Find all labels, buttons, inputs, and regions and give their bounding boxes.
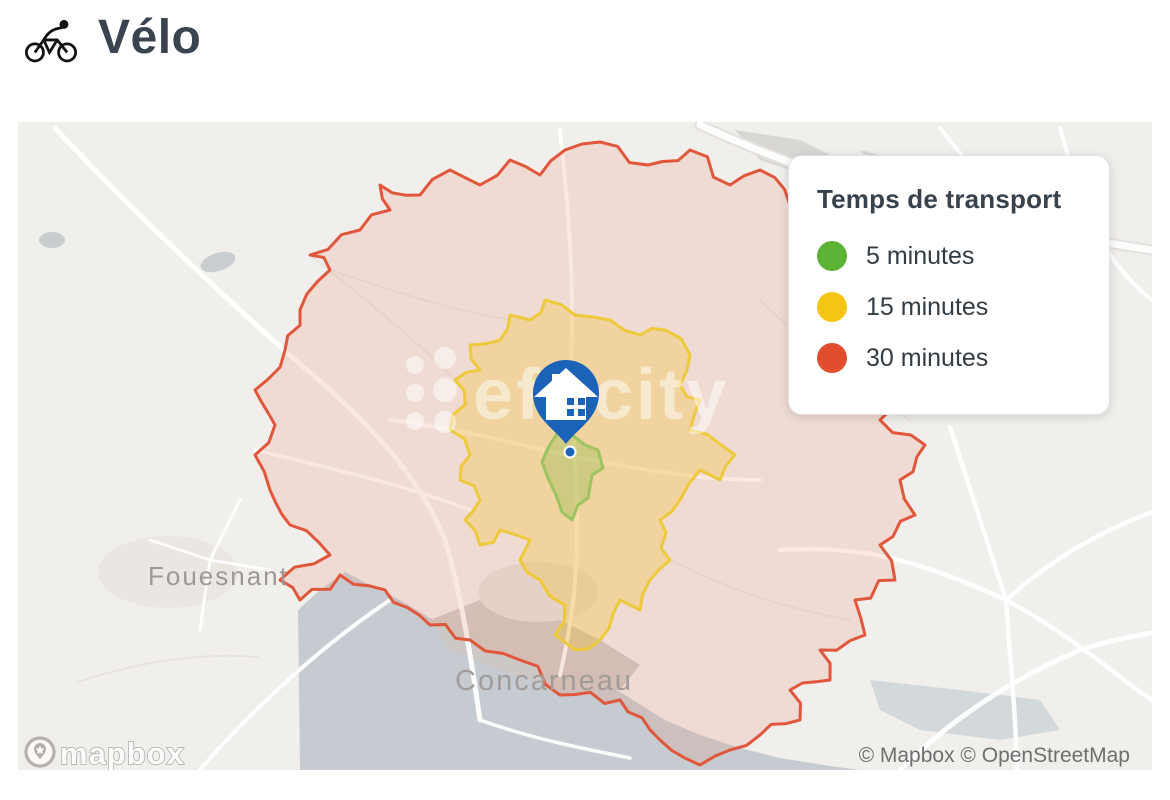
mapbox-logo[interactable]: mapbox	[24, 735, 185, 770]
legend-label-5min: 5 minutes	[866, 241, 975, 270]
cyclist-icon	[24, 19, 78, 62]
legend-label-15min: 15 minutes	[866, 292, 989, 321]
legend-dot-5min-icon	[817, 241, 847, 271]
mapbox-star-glyph	[35, 745, 45, 754]
watermark-text: efficity	[473, 355, 729, 435]
place-labels: Fouesnant Concarneau	[148, 561, 633, 697]
marker-anchor-dot	[563, 445, 577, 459]
home-marker-pin[interactable]	[533, 360, 599, 459]
map-canvas[interactable]: efficity Fouesnant Concarneau	[18, 122, 1152, 770]
mapbox-logo-text: mapbox	[60, 736, 185, 770]
house-icon	[534, 368, 598, 420]
page-title: Vélo	[98, 11, 202, 64]
legend-item-5min: 5 minutes	[817, 241, 1089, 271]
page-header: Vélo	[24, 10, 201, 65]
isochrone-5min	[540, 430, 605, 522]
watermark: efficity	[406, 347, 729, 435]
legend-label-30min: 30 minutes	[866, 343, 989, 372]
legend-title: Temps de transport	[817, 184, 1062, 214]
transport-time-legend: Temps de transport 5 minutes 15 minutes …	[788, 155, 1110, 415]
map-attribution[interactable]: © Mapbox © OpenStreetMap	[859, 744, 1130, 767]
legend-item-30min: 30 minutes	[817, 343, 1089, 373]
isochrone-layer	[253, 140, 927, 767]
legend-item-15min: 15 minutes	[817, 292, 1089, 322]
place-label-concarneau: Concarneau	[455, 665, 633, 697]
legend-dot-15min-icon	[817, 292, 847, 322]
place-label-fouesnant: Fouesnant	[148, 561, 289, 591]
legend-dot-30min-icon	[817, 343, 847, 373]
